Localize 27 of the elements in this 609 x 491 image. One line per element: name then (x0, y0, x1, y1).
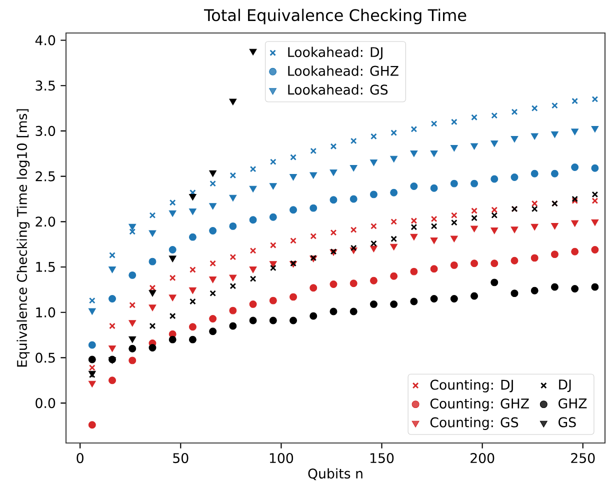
legend-label: Counting: GS (430, 417, 518, 430)
x-tick-label: 150 (370, 453, 394, 464)
y-tick-label: 4.0 (35, 35, 56, 46)
x-tick-label: 50 (173, 453, 188, 464)
legend-label: Lookahead: GHZ (288, 66, 398, 76)
y-tick-label: 1.0 (36, 307, 56, 318)
legend-label: Counting: DJ (430, 379, 513, 392)
y-tick-label: 3.0 (36, 126, 56, 136)
x-tick-label: 100 (270, 453, 294, 464)
chart-title: Total Equivalence Checking Time (204, 8, 466, 24)
y-tick-label: 3.5 (36, 80, 55, 91)
x-axis-title: Qubits n (308, 468, 362, 480)
legend-label: Lookahead: GS (288, 84, 388, 95)
y-tick-label: 2.0 (36, 216, 56, 227)
y-tick-label: 0.5 (36, 352, 55, 363)
y-tick-label: 0.0 (36, 398, 56, 408)
legend-label: Lookahead: DJ (288, 46, 382, 60)
legend-label: DJ (559, 380, 571, 392)
y-axis-title: Equivalence Checking Time log10 [ms] (16, 109, 30, 367)
legend-label: GHZ (558, 398, 587, 408)
x-tick-label: 200 (470, 453, 494, 464)
legend-label: Counting: GHZ (430, 398, 529, 412)
y-tick-label: 2.5 (36, 171, 55, 182)
x-tick-label: 0 (76, 453, 84, 464)
x-tick-label: 250 (571, 453, 595, 464)
y-tick-label: 1.5 (36, 262, 55, 272)
legend-label: GS (558, 417, 576, 428)
